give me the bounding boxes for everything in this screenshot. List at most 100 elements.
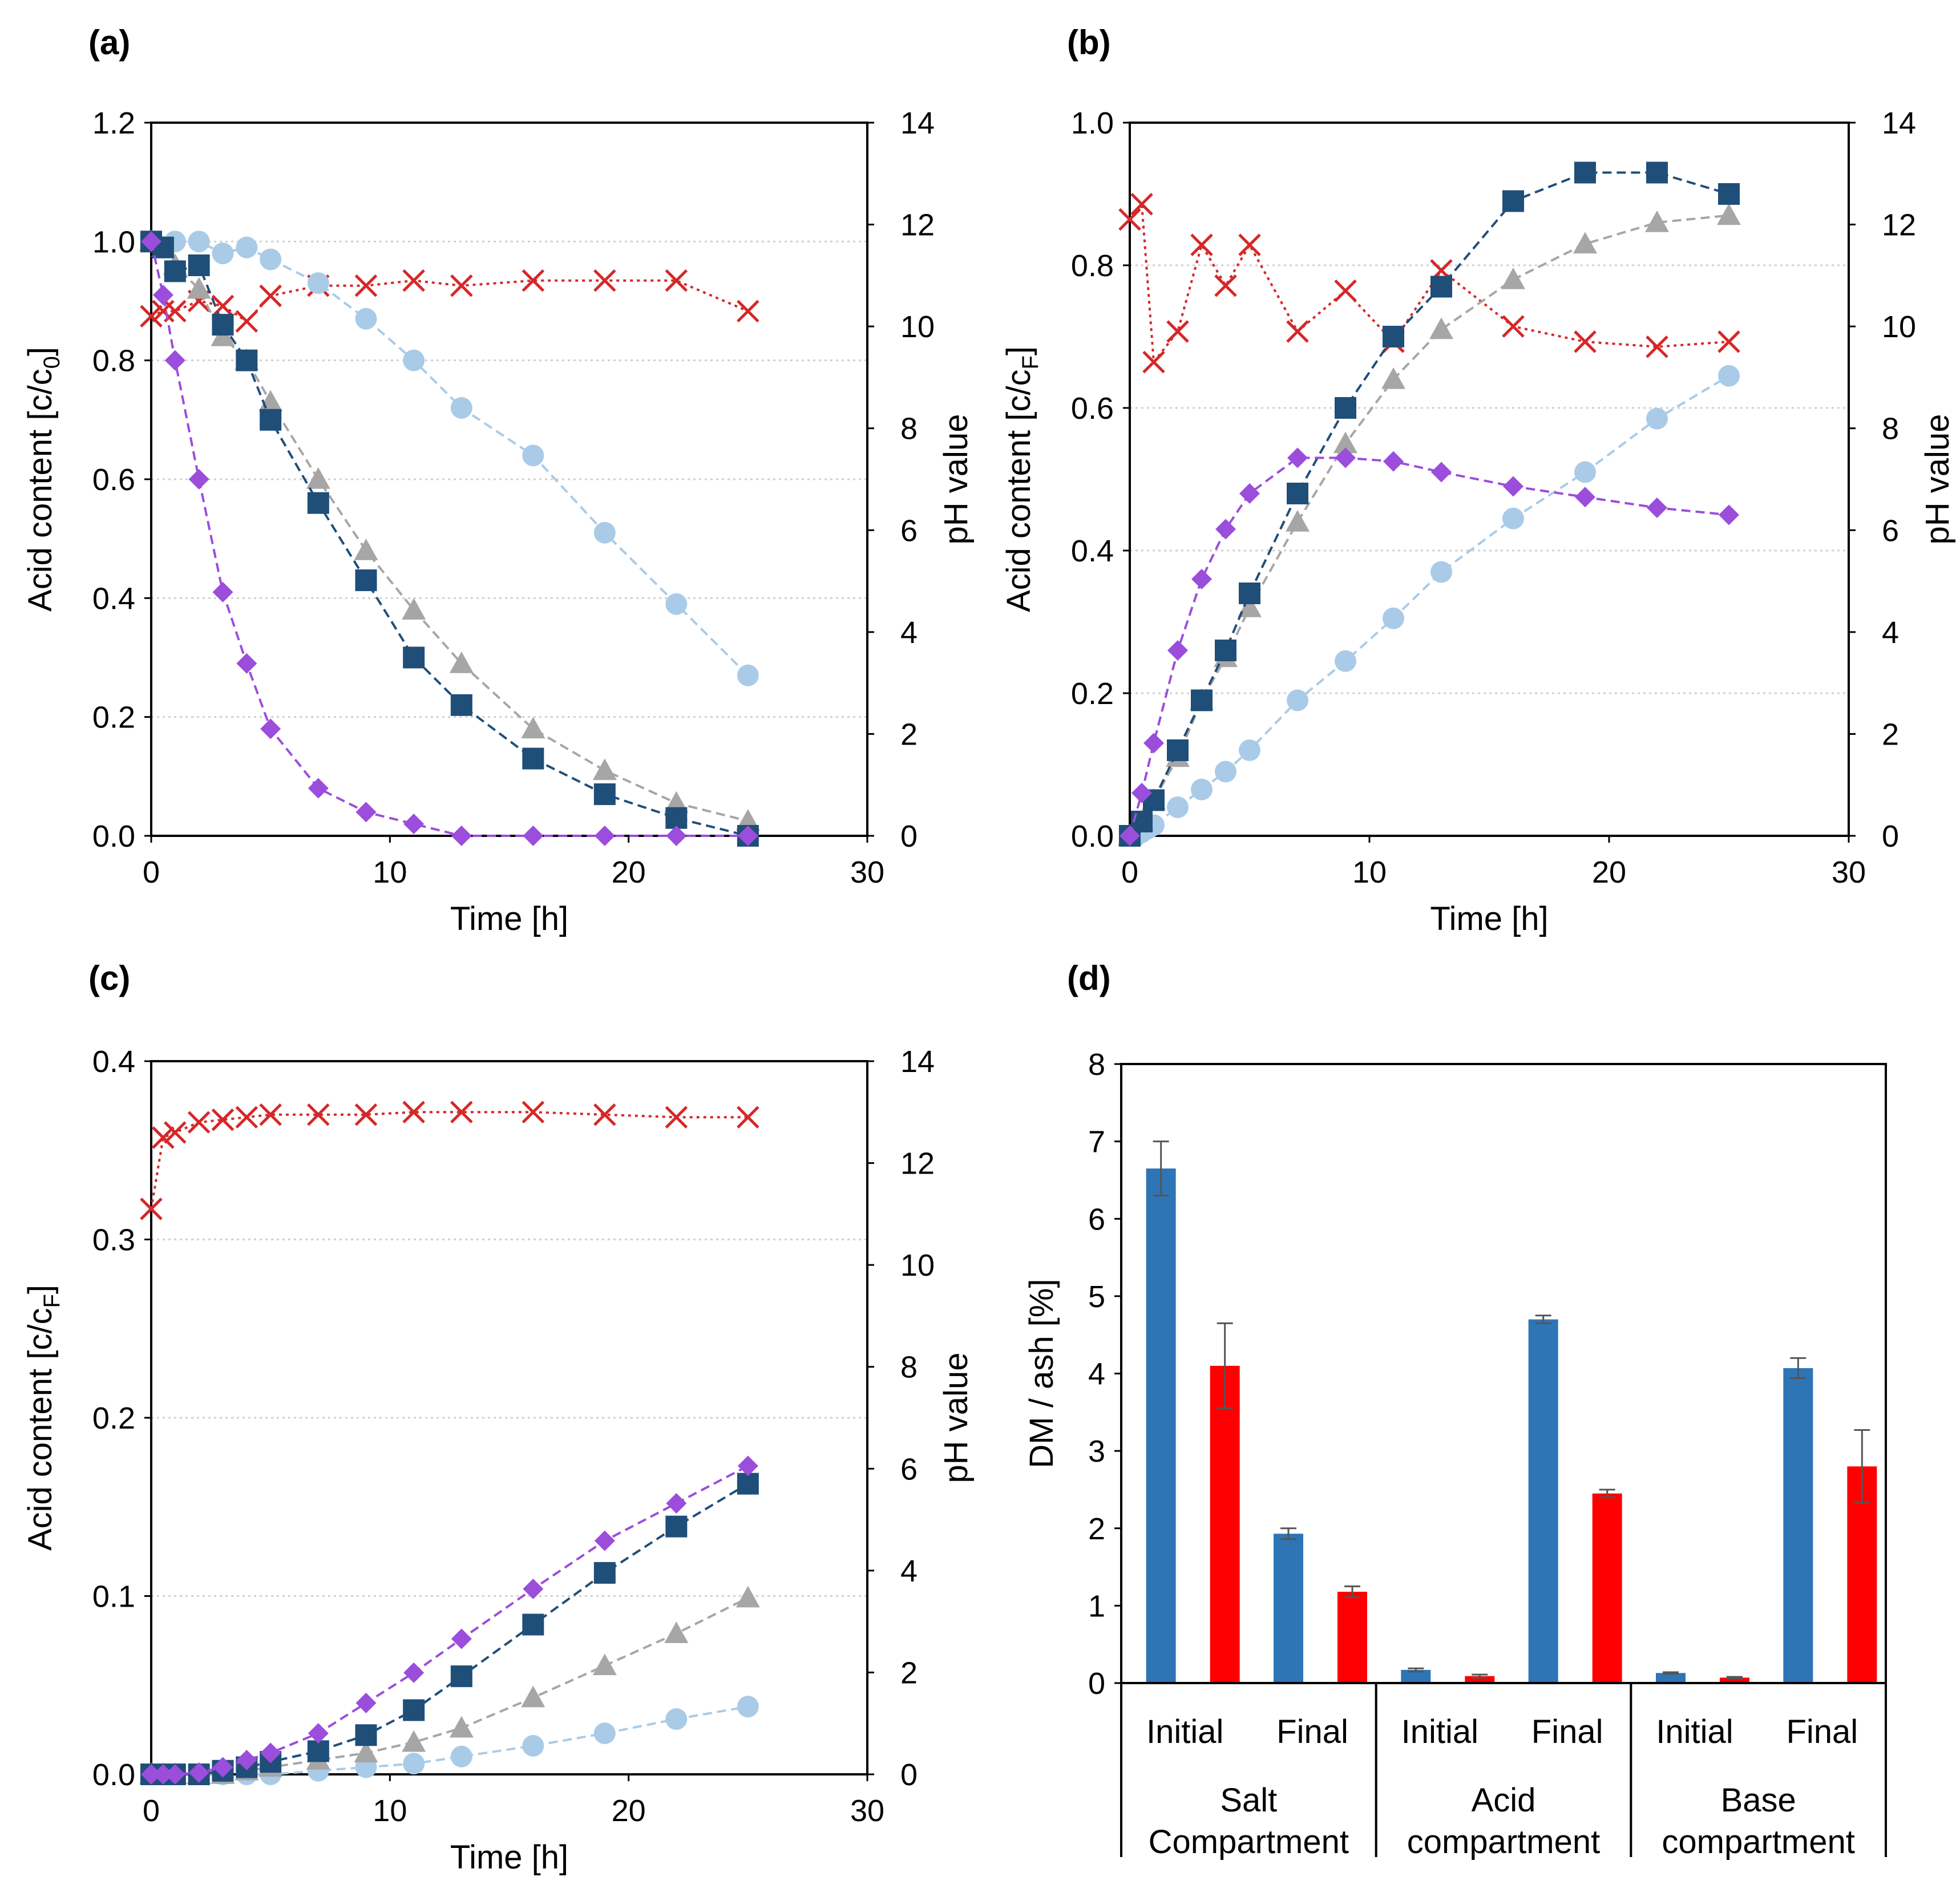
data-point — [1718, 365, 1740, 387]
group-label-line1: Salt — [1220, 1782, 1277, 1819]
error-bar — [1599, 1489, 1615, 1498]
data-point — [164, 350, 185, 371]
data-point — [1130, 193, 1153, 216]
series-pH — [1118, 193, 1740, 374]
data-point — [593, 269, 616, 292]
data-point — [1238, 596, 1262, 617]
data-point — [1335, 650, 1356, 672]
data-point — [1646, 161, 1668, 184]
x-tick-label: 10 — [1352, 855, 1387, 889]
data-point — [188, 1762, 209, 1783]
y-tick-label: 3 — [1088, 1434, 1105, 1469]
y-axis-label-end: ] — [22, 347, 59, 356]
panel-4: (d) 0 1 2 3 4 5 6 7 8 DM / ash [%] Initial Final Init… — [1023, 959, 1887, 1860]
data-point — [449, 651, 474, 673]
panel-label: (d) — [1067, 959, 1111, 997]
data-point — [1118, 208, 1141, 231]
data-point — [1167, 739, 1189, 761]
y-tick-label: 0 — [1088, 1667, 1105, 1701]
data-point — [308, 778, 329, 799]
data-point — [1120, 826, 1140, 846]
data-point — [593, 1103, 616, 1126]
y2-tick-label: 8 — [1882, 412, 1899, 446]
data-point — [1167, 796, 1189, 818]
y-axis-label: Acid content [c/cF] — [1000, 346, 1043, 612]
data-point — [236, 236, 258, 258]
data-point — [211, 1108, 235, 1131]
data-point — [737, 826, 758, 846]
y-tick-label: 0.1 — [92, 1580, 135, 1614]
data-point — [1647, 498, 1667, 518]
y-axis-label-sub: F — [39, 1294, 64, 1308]
data-point — [152, 1126, 175, 1149]
y2-tick-label: 10 — [1882, 310, 1916, 344]
data-point — [259, 1103, 282, 1126]
data-point — [164, 1764, 185, 1785]
error-bar — [1344, 1585, 1360, 1598]
y2-tick-label: 8 — [900, 412, 918, 446]
y-tick-label: 1 — [1088, 1589, 1105, 1623]
data-point — [1143, 733, 1164, 754]
data-point — [1503, 476, 1523, 497]
data-point — [1131, 783, 1152, 803]
y-tick-label: 8 — [1088, 1047, 1105, 1082]
data-point — [594, 1530, 615, 1551]
data-point — [450, 694, 472, 716]
series-line — [1129, 456, 1729, 836]
y-axis-label-sub: F — [1018, 355, 1043, 369]
data-point — [1191, 569, 1212, 589]
panel-1: (a) 0.0 0.2 0.4 0.6 0.8 1.0 1.2 0 2 4 6 8 10 12 14 0 10 20… — [22, 23, 975, 937]
bar-ash — [1720, 1677, 1749, 1683]
data-point — [1287, 483, 1308, 504]
data-point — [1502, 315, 1525, 338]
y-tick-label: 0.6 — [92, 463, 135, 497]
data-point — [141, 231, 161, 252]
series-purple-diamonds — [141, 1455, 758, 1785]
y-tick-label: 7 — [1088, 1125, 1105, 1159]
data-point — [307, 272, 329, 294]
data-point — [211, 294, 235, 318]
data-point — [212, 242, 234, 265]
error-bar — [1472, 1673, 1488, 1679]
data-point — [355, 308, 377, 330]
y2-tick-label: 6 — [900, 513, 918, 548]
data-point — [259, 284, 282, 308]
y-axis-label: DM / ash [%] — [1023, 1279, 1060, 1469]
plot-frame — [1129, 122, 1850, 837]
data-point — [164, 260, 186, 282]
data-point — [666, 1493, 687, 1514]
data-point — [1573, 232, 1597, 254]
data-point — [665, 1708, 688, 1730]
data-point — [355, 1693, 377, 1713]
data-point — [1381, 367, 1405, 389]
error-bar — [1280, 1527, 1296, 1540]
data-point — [1166, 320, 1189, 343]
x-tick-label: 0 — [1121, 855, 1138, 889]
data-point — [737, 300, 759, 323]
data-point — [235, 1106, 258, 1129]
data-point — [737, 1473, 759, 1495]
data-point — [355, 569, 377, 592]
data-point — [1574, 161, 1596, 184]
data-point — [140, 305, 163, 328]
y2-tick-label: 6 — [1882, 513, 1899, 548]
error-bar — [1790, 1357, 1807, 1380]
y-tick-label: 0.8 — [92, 344, 135, 378]
data-point — [140, 1198, 163, 1220]
y2-tick-label: 10 — [900, 310, 935, 344]
y-axis-label-sub: 0 — [39, 356, 64, 369]
y2-tick-label: 10 — [900, 1248, 935, 1283]
y-tick-label: 4 — [1088, 1357, 1105, 1392]
panel-label: (c) — [88, 959, 130, 997]
data-point — [1429, 317, 1453, 339]
x-tick-label: 20 — [612, 855, 646, 889]
data-point — [1191, 778, 1213, 800]
data-point — [354, 539, 378, 560]
data-point — [1215, 519, 1236, 540]
y-tick-label: 1.0 — [1071, 106, 1114, 140]
y2-tick-label: 0 — [900, 1758, 918, 1792]
data-point — [521, 717, 545, 739]
x-tick-label: 30 — [1832, 855, 1866, 889]
